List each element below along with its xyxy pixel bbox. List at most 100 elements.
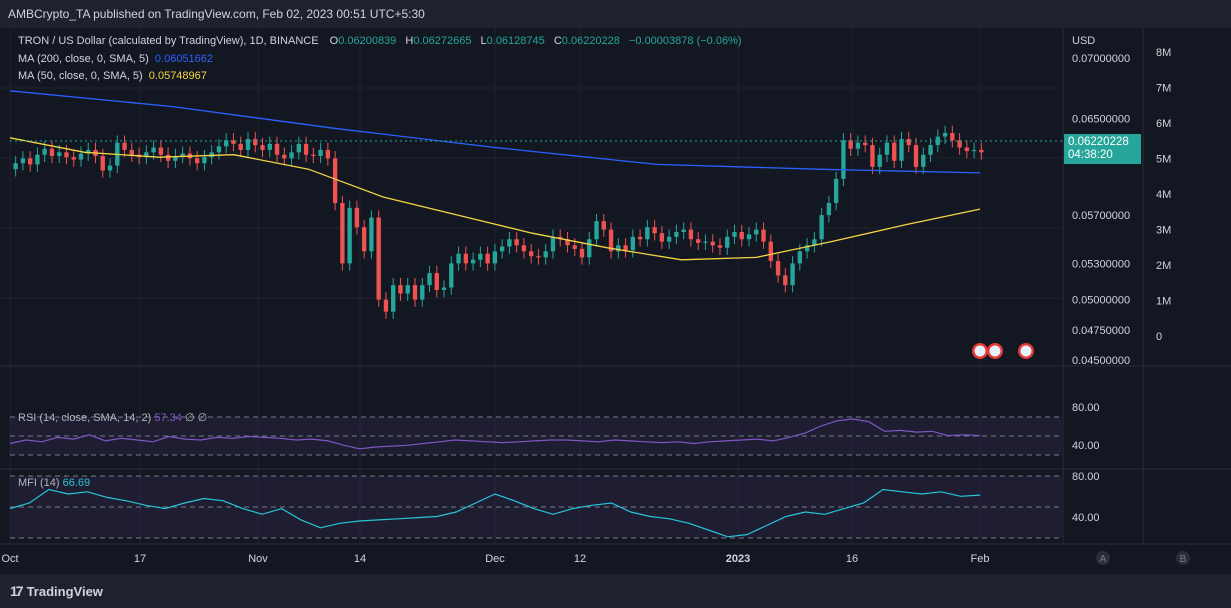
mfi-tick-80: 80.00 bbox=[1072, 471, 1100, 483]
chart-area[interactable]: 0.07000000 0.06500000 0.05700000 0.05300000… bbox=[0, 28, 1231, 574]
rsi-extra-2: ∅ bbox=[197, 412, 208, 424]
candle-body bbox=[550, 236, 556, 252]
last-price-tag: 0.06220228 04:38:20 bbox=[1064, 134, 1141, 164]
candle-body bbox=[427, 273, 432, 286]
rsi-label: RSI (14, close, SMA, 14, 2) bbox=[18, 412, 152, 424]
volume-tick: 2M bbox=[1156, 260, 1171, 272]
candle-body bbox=[165, 154, 171, 161]
candle-body bbox=[877, 154, 882, 167]
candle-body bbox=[754, 229, 759, 235]
candles bbox=[13, 125, 984, 319]
time-tick: Oct bbox=[1, 553, 18, 565]
candle-body bbox=[303, 143, 309, 155]
candle-body bbox=[543, 251, 548, 258]
candle-body bbox=[739, 232, 744, 240]
low-label: L bbox=[480, 35, 487, 47]
candle-body bbox=[282, 154, 287, 159]
candle-body bbox=[274, 143, 280, 155]
candle-body bbox=[601, 221, 606, 230]
candle-body bbox=[696, 239, 701, 243]
candle-body bbox=[848, 140, 853, 149]
marker-b: B bbox=[1180, 554, 1187, 565]
rsi-extra-1: ∅ bbox=[184, 412, 195, 424]
tradingview-logo[interactable]: 17 TradingView bbox=[10, 583, 103, 599]
candle-body bbox=[819, 215, 824, 240]
candle-body bbox=[376, 217, 381, 300]
candle-body bbox=[674, 232, 679, 237]
symbol-name[interactable]: TRON / US Dollar (calculated by TradingV… bbox=[18, 35, 319, 47]
candle-body bbox=[296, 143, 301, 153]
candle-body bbox=[761, 229, 766, 242]
candle-body bbox=[717, 245, 723, 248]
candle-body bbox=[790, 263, 795, 286]
time-tick: Dec bbox=[485, 553, 505, 565]
candle-body bbox=[86, 149, 91, 154]
candle-body bbox=[710, 241, 715, 246]
candle-body bbox=[499, 246, 505, 252]
candle-body bbox=[514, 239, 519, 246]
price-tick: 0.05300000 bbox=[1072, 258, 1130, 270]
ma200-value: 0.06051662 bbox=[154, 53, 214, 65]
candle-body bbox=[804, 245, 810, 252]
candle-body bbox=[57, 152, 62, 156]
ma50-line bbox=[9, 137, 981, 261]
candle-body bbox=[35, 154, 40, 165]
candle-body bbox=[347, 207, 352, 264]
candle-body bbox=[78, 153, 84, 160]
mfi-tick-40: 40.00 bbox=[1072, 512, 1100, 524]
rsi-legend[interactable]: RSI (14, close, SMA, 14, 2) 57.34 ∅ ∅ bbox=[18, 411, 207, 424]
time-tick: 14 bbox=[354, 553, 366, 565]
candle-body bbox=[797, 251, 803, 264]
price-axis[interactable]: 0.07000000 0.06500000 0.05700000 0.05300000… bbox=[1072, 53, 1130, 367]
event-flags[interactable] bbox=[972, 343, 1034, 359]
candle-body bbox=[405, 285, 410, 294]
price-tick: 0.05700000 bbox=[1072, 210, 1130, 222]
countdown: 04:38:20 bbox=[1068, 149, 1113, 161]
candle-body bbox=[565, 239, 570, 246]
mfi-legend[interactable]: MFI (14) 66.69 bbox=[18, 477, 90, 489]
candle-body bbox=[630, 236, 636, 251]
publisher-line: AMBCrypto_TA published on TradingView.co… bbox=[8, 7, 425, 21]
candle-body bbox=[173, 155, 178, 161]
candle-body bbox=[216, 146, 222, 153]
chart-svg[interactable]: 0.07000000 0.06500000 0.05700000 0.05300000… bbox=[0, 28, 1231, 574]
candle-body bbox=[652, 227, 657, 234]
candle-body bbox=[746, 234, 752, 240]
candle-body bbox=[383, 299, 389, 312]
candle-body bbox=[768, 241, 773, 261]
ma50-legend[interactable]: MA (50, close, 0, SMA, 5) 0.05748967 bbox=[18, 70, 207, 82]
candle-body bbox=[833, 178, 839, 204]
candle-body bbox=[209, 152, 214, 158]
mfi-line bbox=[9, 488, 981, 538]
candle-body bbox=[913, 145, 919, 167]
rsi-line bbox=[9, 418, 981, 450]
candle-body bbox=[151, 147, 156, 153]
candle-body bbox=[884, 142, 890, 155]
change-value: −0.00003878 (−0.06%) bbox=[628, 35, 742, 47]
marker-b-icon[interactable] bbox=[1176, 551, 1190, 565]
candle-body bbox=[964, 147, 970, 152]
tradingview-brand: TradingView bbox=[26, 583, 103, 599]
marker-a-icon[interactable] bbox=[1096, 551, 1110, 565]
candle-body bbox=[950, 133, 955, 141]
candle-body bbox=[659, 233, 665, 242]
candle-body bbox=[470, 259, 476, 264]
ma200-legend[interactable]: MA (200, close, 0, SMA, 5) 0.06051662 bbox=[18, 53, 213, 65]
volume-tick: 0 bbox=[1156, 331, 1162, 343]
candle-body bbox=[354, 207, 360, 228]
candle-body bbox=[100, 155, 105, 171]
candle-body bbox=[507, 239, 512, 247]
price-tick: 0.05000000 bbox=[1072, 295, 1130, 307]
price-tick: 0.04750000 bbox=[1072, 325, 1130, 337]
candle-body bbox=[855, 142, 861, 149]
price-tick: 0.07000000 bbox=[1072, 53, 1130, 65]
volume-tick: 5M bbox=[1156, 154, 1171, 166]
time-axis[interactable]: Oct 17 Nov 14 Dec 12 2023 16 Feb bbox=[1, 553, 989, 565]
candle-body bbox=[144, 152, 149, 158]
candle-body bbox=[245, 139, 251, 150]
candle-body bbox=[412, 285, 418, 300]
rsi-tick-40: 40.00 bbox=[1072, 440, 1100, 452]
candle-body bbox=[688, 229, 694, 240]
candle-body bbox=[942, 133, 948, 137]
marker-a: A bbox=[1100, 554, 1107, 565]
